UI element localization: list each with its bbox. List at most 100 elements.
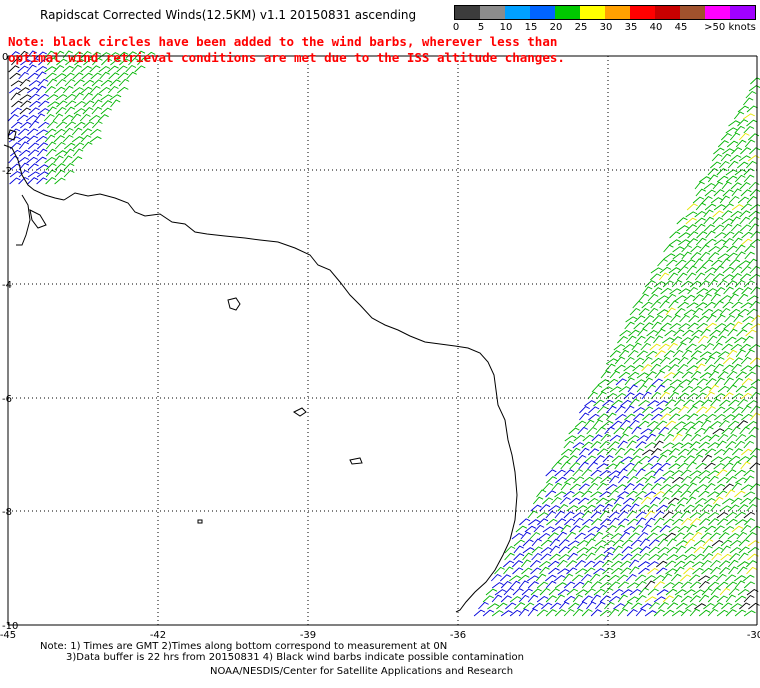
fernando-de-noronha-island <box>227 297 241 311</box>
wind-barb <box>735 477 748 484</box>
wind-barb <box>594 553 606 561</box>
wind-barb <box>656 309 669 316</box>
wind-barb <box>696 322 708 330</box>
wind-barb <box>729 539 742 547</box>
wind-barb <box>684 259 696 267</box>
wind-barb <box>642 449 654 456</box>
wind-barb <box>741 231 753 239</box>
wind-barb <box>686 461 697 470</box>
wind-barb <box>19 78 31 87</box>
wind-speed-legend: 0 5 10 15 20 25 30 35 40 45 >50 knots <box>453 5 756 34</box>
wind-barb <box>584 400 596 407</box>
wind-barb <box>656 504 668 512</box>
wind-barb <box>82 79 95 87</box>
wind-barb <box>530 504 542 512</box>
wind-barb <box>714 239 726 246</box>
wind-barb <box>10 92 21 101</box>
wind-barb <box>134 65 146 73</box>
wind-barb <box>587 482 599 491</box>
wind-barb <box>674 566 685 575</box>
wind-barb <box>670 314 681 323</box>
wind-barb <box>689 335 700 344</box>
wind-barb <box>722 148 735 155</box>
wind-barb <box>726 140 739 148</box>
wind-barb <box>733 314 744 323</box>
wind-barb <box>690 350 702 358</box>
wind-barb <box>35 156 47 164</box>
wind-barb <box>62 127 74 136</box>
wind-barb <box>735 519 747 526</box>
wind-barb <box>620 504 632 512</box>
wind-barb <box>659 525 671 533</box>
wind-barb <box>639 552 651 561</box>
wind-barb <box>631 602 643 610</box>
wind-barb <box>719 505 732 512</box>
legend-swatch <box>630 6 655 19</box>
wind-barb <box>482 609 495 617</box>
wind-barb <box>708 384 720 393</box>
wind-barb <box>749 391 760 400</box>
wind-barb <box>615 405 626 414</box>
wind-barb <box>722 203 734 211</box>
wind-barb <box>585 552 596 561</box>
wind-barb <box>649 427 661 435</box>
wind-barb <box>518 608 530 617</box>
wind-barb <box>744 518 756 526</box>
wind-barb <box>705 238 717 246</box>
wind-barb <box>626 582 639 589</box>
wind-barb <box>726 245 738 253</box>
wind-barb <box>82 121 95 129</box>
wind-barb <box>682 532 694 540</box>
wind-barb <box>654 433 665 442</box>
wind-barb <box>722 462 734 470</box>
wind-barb <box>722 274 734 281</box>
wind-barb <box>730 273 742 281</box>
wind-barb <box>669 413 681 421</box>
wind-barb <box>584 560 596 568</box>
wind-barb <box>584 588 596 596</box>
wind-barb <box>698 441 710 449</box>
wind-barb <box>731 393 744 400</box>
wind-barb <box>590 609 602 617</box>
wind-barb <box>591 384 603 393</box>
wind-barb <box>555 518 567 526</box>
wind-barb <box>529 560 541 568</box>
wind-barb <box>731 461 742 470</box>
wind-barb <box>722 266 735 274</box>
wind-barb <box>605 447 617 456</box>
wind-barb <box>485 588 498 596</box>
wind-barb <box>80 65 92 73</box>
wind-barb <box>10 80 23 87</box>
wind-barb <box>692 567 704 575</box>
wind-barb <box>740 484 753 491</box>
wind-barb <box>726 252 738 260</box>
wind-barb <box>704 356 716 365</box>
wind-barb <box>746 503 758 512</box>
wind-barb <box>611 560 623 568</box>
wind-barb <box>700 328 711 337</box>
wind-barb <box>9 170 22 178</box>
wind-barb <box>641 483 653 491</box>
wind-barb <box>608 581 621 589</box>
wind-barb <box>713 189 725 197</box>
legend-label: 45 <box>674 22 688 33</box>
wind-barb <box>688 574 701 582</box>
wind-barb <box>750 238 760 246</box>
wind-barb <box>34 113 46 122</box>
wind-barb <box>649 273 662 281</box>
wind-barb <box>90 72 102 80</box>
wind-barb <box>700 532 712 540</box>
wind-barb <box>747 133 760 141</box>
wind-barb <box>653 574 665 582</box>
wind-barb <box>90 128 102 136</box>
wind-barb <box>737 105 750 113</box>
wind-barb <box>593 568 605 575</box>
wind-barb <box>564 477 576 484</box>
wind-barb <box>619 329 631 337</box>
wind-barb <box>628 419 640 428</box>
wind-barb <box>657 552 669 561</box>
wind-barb <box>614 356 626 365</box>
wind-barb <box>55 94 68 101</box>
wind-barb <box>97 114 109 122</box>
wind-barb <box>701 293 713 302</box>
